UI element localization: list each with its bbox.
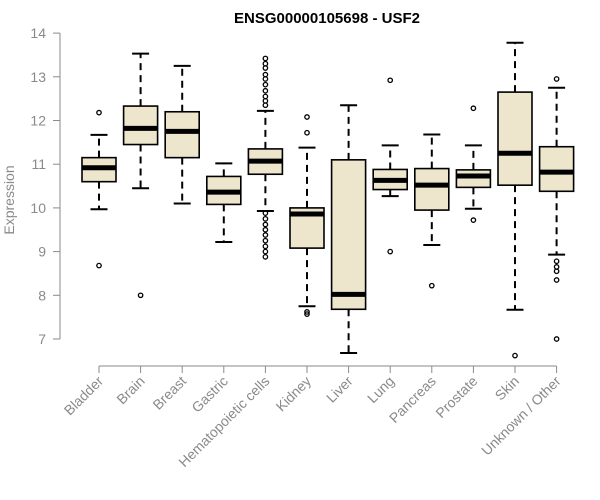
x-tick-label: Bladder <box>61 373 107 419</box>
outlier-point <box>262 215 269 222</box>
outlier-point <box>262 102 269 109</box>
box-iqr <box>164 110 200 159</box>
box-group-gastric <box>206 162 242 243</box>
outlier-point <box>470 217 477 223</box>
x-tick-label: Lung <box>364 373 397 406</box>
plot-area <box>81 41 575 359</box>
y-tick-label: 9 <box>38 244 46 260</box>
outlier-point <box>262 210 269 216</box>
outlier-point <box>262 226 269 233</box>
y-tick-label: 14 <box>30 25 46 41</box>
x-tick-label: Prostate <box>432 373 480 421</box>
outlier-point <box>262 65 269 71</box>
outlier-point <box>262 87 269 94</box>
box-iqr <box>413 167 450 211</box>
x-tick-label: Skin <box>492 373 523 404</box>
outlier-point <box>262 81 269 88</box>
y-tick-label: 11 <box>31 156 46 172</box>
box-group-hematopoietic-cells <box>247 55 284 260</box>
y-tick-label: 8 <box>38 287 46 303</box>
outlier-point <box>553 268 560 275</box>
outlier-point <box>262 76 269 82</box>
outlier-point <box>553 258 560 265</box>
outlier-point <box>96 109 102 116</box>
y-tick-label: 13 <box>30 69 46 85</box>
box-group-kidney <box>289 114 325 317</box>
box-group-breast <box>164 64 200 205</box>
box-iqr <box>538 145 575 193</box>
x-tick-label: Kidney <box>273 373 315 415</box>
y-tick-label: 7 <box>38 331 46 347</box>
outlier-point <box>553 336 560 342</box>
chart-title: ENSG00000105698 - USF2 <box>234 10 420 27</box>
x-tick-label: Breast <box>149 373 189 413</box>
box-group-pancreas <box>413 133 450 289</box>
box-group-prostate <box>455 105 492 223</box>
box-group-lung <box>372 77 409 255</box>
outlier-point <box>262 248 269 255</box>
outlier-point <box>470 105 477 112</box>
y-tick-label: 12 <box>30 113 46 129</box>
outlier-point <box>262 243 269 250</box>
x-tick-label: Unknown / Other <box>478 373 564 459</box>
box-group-liver <box>330 104 367 354</box>
outlier-point <box>553 76 560 82</box>
x-tick-label: Brain <box>113 373 147 407</box>
outlier-point <box>512 352 518 359</box>
box-iqr <box>122 105 159 146</box>
outlier-point <box>262 221 269 228</box>
box-group-unknown-other <box>538 76 575 342</box>
outlier-point <box>262 55 269 62</box>
y-tick-label: 10 <box>30 200 46 216</box>
outlier-point <box>304 129 310 136</box>
outlier-point <box>304 309 310 315</box>
box-iqr <box>455 169 492 189</box>
box-iqr <box>497 91 533 186</box>
outlier-point <box>262 232 269 238</box>
outlier-point <box>553 277 560 283</box>
outlier-point <box>262 237 269 244</box>
box-group-bladder <box>81 109 117 269</box>
box-iqr <box>330 159 367 311</box>
outlier-point <box>387 248 394 255</box>
outlier-point <box>262 253 269 260</box>
box-group-skin <box>497 41 533 359</box>
outlier-point <box>96 262 102 269</box>
outlier-point <box>304 114 310 120</box>
y-axis-label: Expression <box>1 165 17 234</box>
box-group-brain <box>122 52 159 299</box>
outlier-point <box>428 282 435 289</box>
outlier-point <box>304 311 310 317</box>
outlier-point <box>137 292 144 299</box>
x-tick-label: Liver <box>323 373 356 406</box>
outlier-point <box>387 77 394 84</box>
